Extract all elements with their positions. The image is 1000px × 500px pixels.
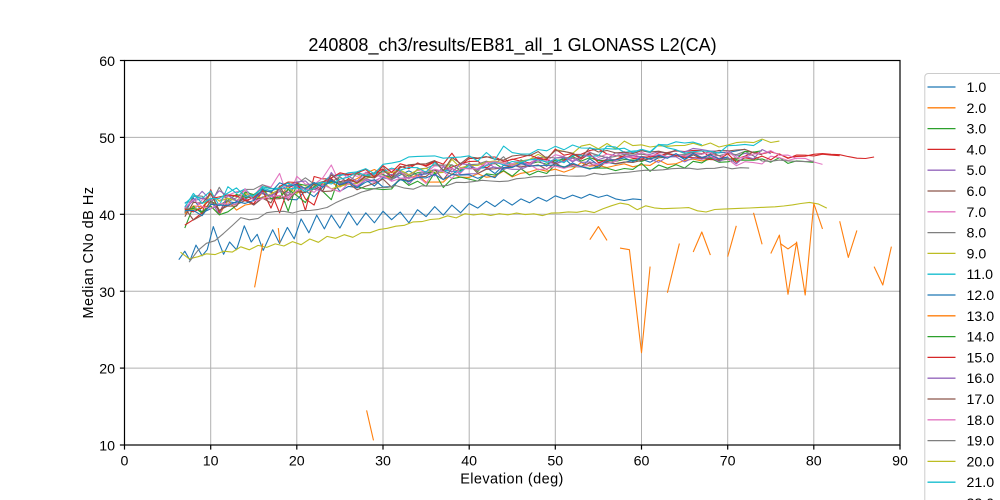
svg-text:30: 30 [99, 285, 115, 301]
svg-text:21.0: 21.0 [967, 475, 995, 491]
svg-text:20: 20 [289, 454, 305, 470]
svg-text:11.0: 11.0 [967, 267, 994, 283]
svg-text:3.0: 3.0 [967, 122, 987, 138]
svg-text:17.0: 17.0 [967, 392, 995, 408]
svg-text:6.0: 6.0 [967, 184, 987, 200]
svg-text:50: 50 [99, 131, 115, 147]
svg-text:15.0: 15.0 [967, 350, 995, 366]
svg-text:2.0: 2.0 [967, 101, 987, 117]
svg-text:30: 30 [375, 454, 391, 470]
svg-text:Median CNo dB Hz: Median CNo dB Hz [81, 186, 97, 318]
svg-text:80: 80 [806, 454, 822, 470]
svg-text:60: 60 [634, 454, 650, 470]
svg-text:Elevation (deg): Elevation (deg) [460, 472, 564, 488]
svg-text:13.0: 13.0 [967, 309, 995, 325]
svg-text:50: 50 [547, 454, 563, 470]
svg-text:4.0: 4.0 [967, 142, 987, 158]
svg-text:16.0: 16.0 [967, 371, 995, 387]
svg-text:240808_ch3/results/EB81_all_1: 240808_ch3/results/EB81_all_1 GLONASS L2… [308, 35, 716, 56]
svg-text:40: 40 [461, 454, 477, 470]
svg-text:5.0: 5.0 [967, 163, 987, 179]
svg-text:10: 10 [203, 454, 219, 470]
svg-text:0: 0 [121, 454, 129, 470]
svg-text:9.0: 9.0 [967, 246, 987, 262]
svg-text:8.0: 8.0 [967, 226, 987, 242]
svg-text:7.0: 7.0 [967, 205, 987, 221]
svg-text:19.0: 19.0 [967, 434, 995, 450]
svg-text:18.0: 18.0 [967, 413, 995, 429]
svg-text:70: 70 [720, 454, 736, 470]
svg-text:12.0: 12.0 [967, 288, 995, 304]
svg-text:40: 40 [99, 208, 115, 224]
svg-text:60: 60 [99, 54, 115, 70]
svg-text:10: 10 [99, 439, 115, 455]
svg-text:20.0: 20.0 [967, 454, 995, 470]
svg-text:1.0: 1.0 [967, 80, 987, 96]
svg-text:20: 20 [99, 362, 115, 378]
svg-text:90: 90 [892, 454, 908, 470]
svg-text:14.0: 14.0 [967, 330, 995, 346]
svg-text:22.0: 22.0 [967, 496, 995, 500]
